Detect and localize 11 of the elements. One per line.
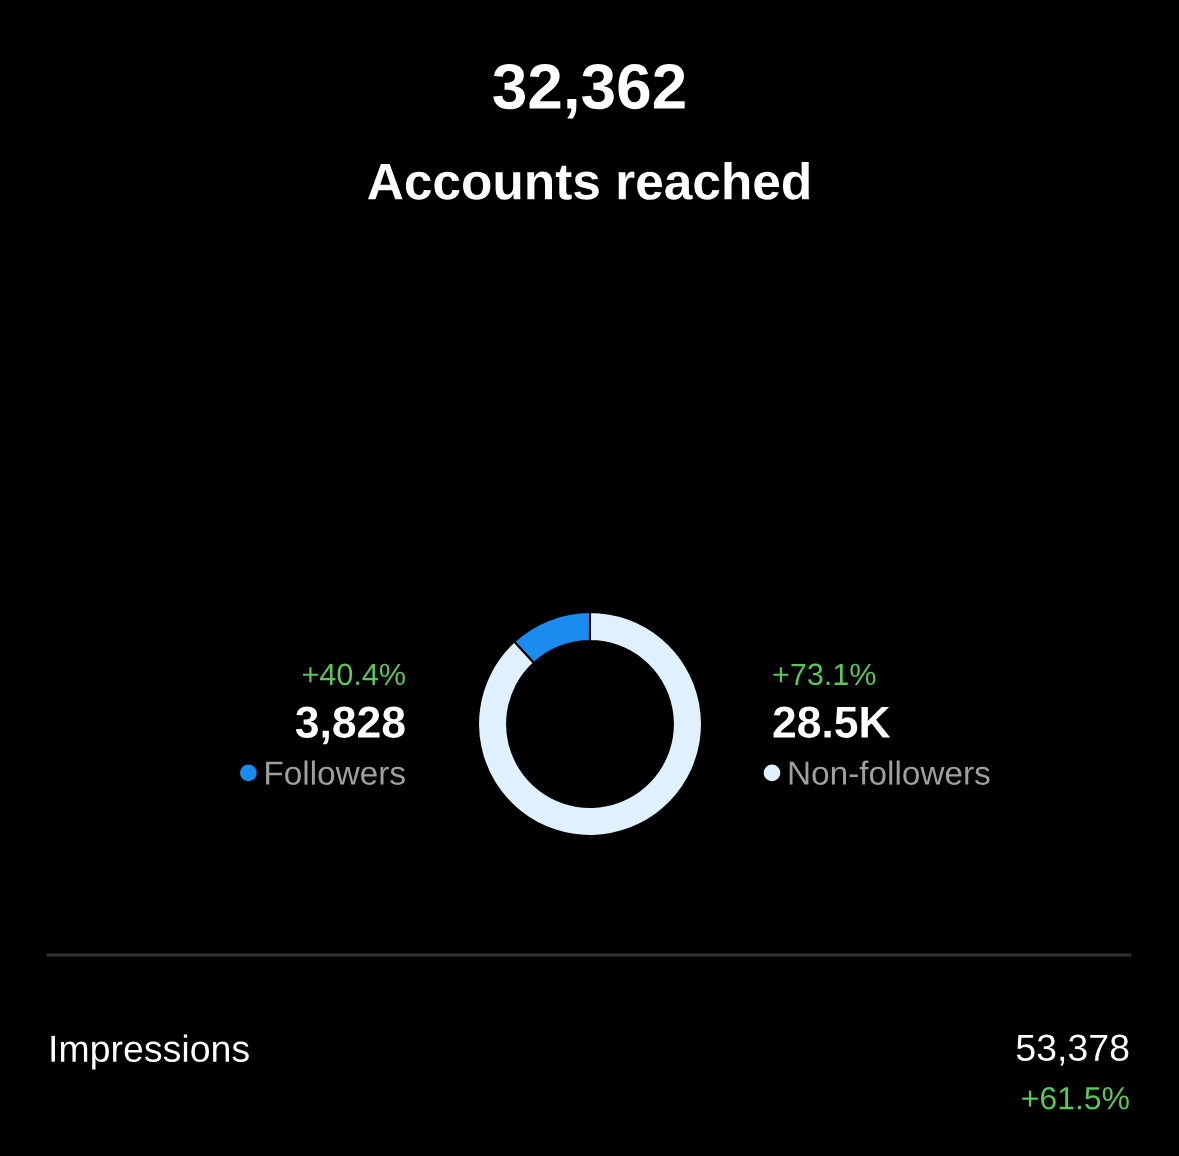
chart-title: 32,362 — [493, 63, 685, 119]
text: +73.1% — [773, 663, 876, 686]
text: 53,378 — [1016, 1034, 1129, 1066]
legend-label: Followers — [266, 760, 405, 785]
text: +40.4% — [303, 663, 405, 686]
data-label: 3,828 — [295, 706, 405, 745]
data-label: 28.5K — [773, 706, 891, 738]
legend-label: Non-followers — [789, 760, 990, 785]
text: Impressions — [51, 1034, 249, 1070]
text: +61.5% — [1022, 1086, 1129, 1110]
chart-subtitle: Accounts reached — [368, 162, 809, 200]
